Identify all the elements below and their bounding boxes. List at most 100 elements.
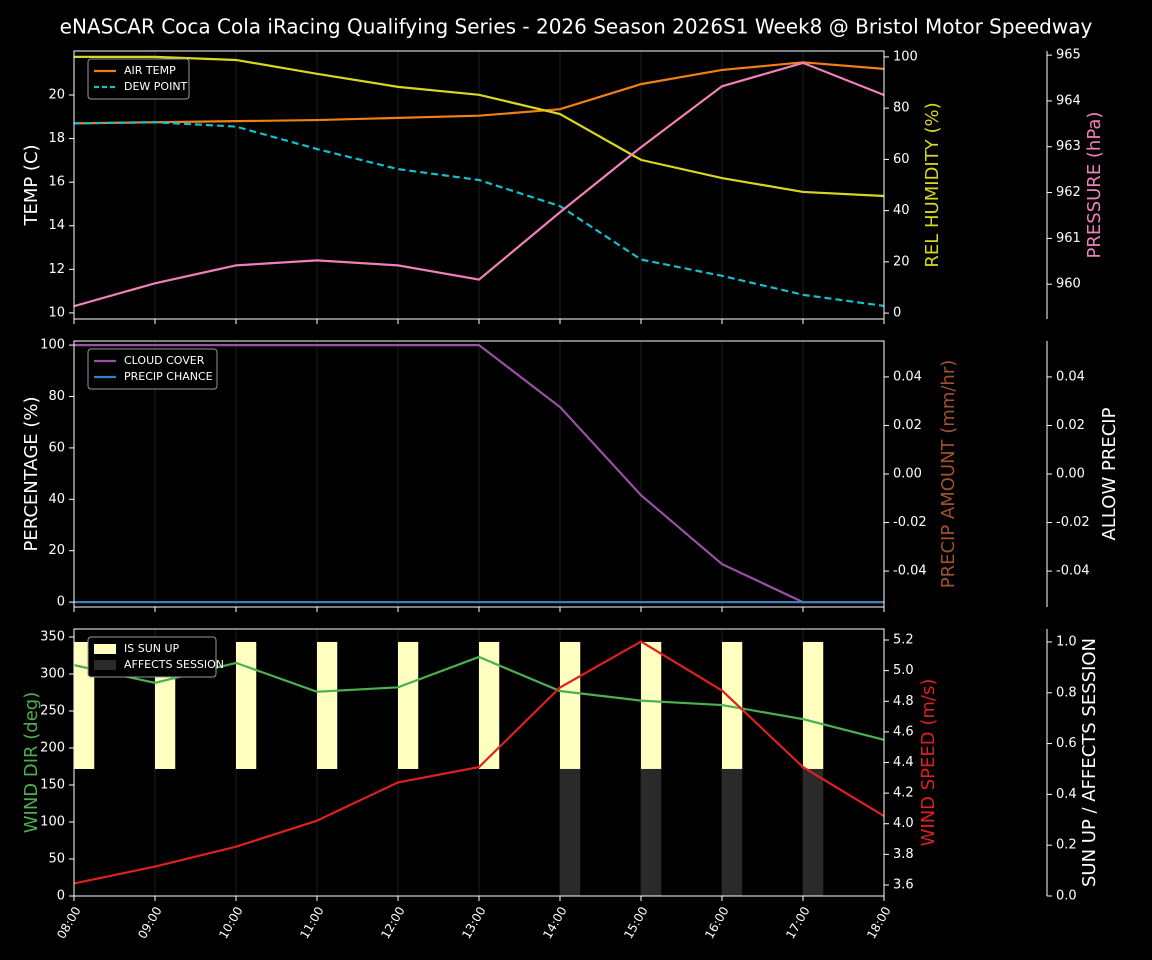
bar [479, 641, 500, 769]
bar [236, 641, 257, 769]
y2-tick-label: 0.02 [893, 418, 922, 433]
bar [317, 641, 338, 769]
y2-axis-label: REL HUMIDITY (%) [922, 102, 943, 267]
legend-label: DEW POINT [124, 80, 188, 93]
bar [641, 768, 662, 896]
y3-tick-label: 0.6 [1056, 736, 1077, 751]
y3-tick-label: 0.0 [1056, 889, 1077, 904]
y3-tick-label: 0.2 [1056, 838, 1077, 853]
y-tick-label: 250 [40, 703, 65, 718]
y3-tick-label: 0.04 [1056, 369, 1085, 384]
y2-tick-label: -0.02 [893, 515, 927, 530]
y3-tick-label: 964 [1056, 93, 1081, 108]
y2-tick-label: 20 [893, 254, 910, 269]
series-line [73, 61, 885, 125]
plot-frame [73, 50, 885, 320]
y3-tick-label: 0.8 [1056, 685, 1077, 700]
y2-tick-label: 4.2 [893, 786, 914, 801]
y2-tick-label: -0.04 [893, 564, 927, 579]
y3-tick-label: 963 [1056, 139, 1081, 154]
series-line [74, 55, 885, 198]
y-tick-label: 350 [40, 629, 65, 644]
legend-box [87, 348, 218, 390]
bar [803, 641, 824, 769]
y3-axis-label: SUN UP / AFFECTS SESSION [1079, 638, 1100, 887]
y2-tick-label: 4.8 [893, 694, 914, 709]
y2-tick-label: 5.2 [893, 633, 914, 648]
plot-frame [73, 628, 885, 897]
bar [803, 768, 824, 896]
y2-axis-label: PRECIP AMOUNT (mm/hr) [938, 360, 959, 589]
legend-label: IS SUN UP [124, 642, 180, 655]
y2-tick-label: 0 [893, 306, 901, 321]
y3-tick-label: 965 [1056, 48, 1081, 63]
y-tick-label: 80 [48, 389, 65, 404]
y-tick-label: 150 [40, 777, 65, 792]
bar [641, 641, 662, 769]
series-line [73, 121, 885, 308]
bar [722, 641, 743, 769]
y3-tick-label: 0.00 [1056, 467, 1085, 482]
y2-tick-label: 5.0 [893, 663, 914, 678]
y-tick-label: 50 [48, 851, 65, 866]
y3-axis-label: PRESSURE (hPa) [1084, 112, 1105, 259]
y3-tick-label: -0.02 [1056, 515, 1090, 530]
y2-tick-label: 100 [893, 49, 918, 64]
y2-tick-label: 3.8 [893, 847, 914, 862]
series-line [73, 61, 885, 308]
y-tick-label: 200 [40, 740, 65, 755]
legend-swatch [94, 644, 116, 654]
y-tick-label: 18 [48, 131, 65, 146]
y-axis-label: PERCENTAGE (%) [21, 396, 42, 551]
bar [560, 768, 581, 896]
y-axis-label: WIND DIR (deg) [21, 692, 42, 834]
figure-title: eNASCAR Coca Cola iRacing Qualifying Ser… [60, 15, 1093, 39]
y3-tick-label: 0.4 [1056, 787, 1077, 802]
legend-label: CLOUD COVER [124, 354, 205, 367]
y2-tick-label: 80 [893, 101, 910, 116]
y-tick-label: 40 [48, 492, 65, 507]
y-tick-label: 100 [40, 814, 65, 829]
y-tick-label: 16 [48, 175, 65, 190]
plot-frame [73, 340, 885, 608]
bar [398, 641, 419, 769]
y2-tick-label: 4.4 [893, 755, 914, 770]
y3-tick-label: -0.04 [1056, 564, 1090, 579]
legend-swatch [94, 660, 116, 670]
y2-tick-label: 4.0 [893, 816, 914, 831]
y-tick-label: 20 [48, 88, 65, 103]
legend-box [87, 636, 217, 678]
y3-tick-label: 962 [1056, 185, 1081, 200]
y2-tick-label: 0.00 [893, 467, 922, 482]
y-tick-label: 10 [48, 305, 65, 320]
y-axis-label: TEMP (C) [21, 144, 42, 226]
y3-tick-label: 0.02 [1056, 418, 1085, 433]
bar [722, 768, 743, 896]
bar [560, 641, 581, 769]
y2-tick-label: 40 [893, 203, 910, 218]
y-tick-label: 14 [48, 218, 65, 233]
series-line [73, 640, 885, 885]
legend-label: AIR TEMP [124, 64, 176, 77]
y-tick-label: 60 [48, 440, 65, 455]
y2-tick-label: 4.6 [893, 724, 914, 739]
y3-axis-label: ALLOW PRECIP [1099, 407, 1120, 540]
legend-label: AFFECTS SESSION [124, 658, 224, 671]
y-tick-label: 20 [48, 543, 65, 558]
y3-tick-label: 960 [1056, 277, 1081, 292]
y-tick-label: 0 [57, 595, 65, 610]
y2-axis-label: WIND SPEED (m/s) [918, 679, 939, 847]
y2-tick-label: 0.04 [893, 369, 922, 384]
y-tick-label: 12 [48, 262, 65, 277]
y-tick-label: 100 [40, 338, 65, 353]
series-line [74, 344, 884, 604]
legend-box [87, 58, 190, 100]
y3-tick-label: 961 [1056, 231, 1081, 246]
y3-tick-label: 1.0 [1056, 634, 1077, 649]
y2-tick-label: 60 [893, 152, 910, 167]
y-tick-label: 300 [40, 666, 65, 681]
y2-tick-label: 3.6 [893, 877, 914, 892]
y-tick-label: 0 [57, 889, 65, 904]
legend-label: PRECIP CHANCE [124, 370, 213, 383]
